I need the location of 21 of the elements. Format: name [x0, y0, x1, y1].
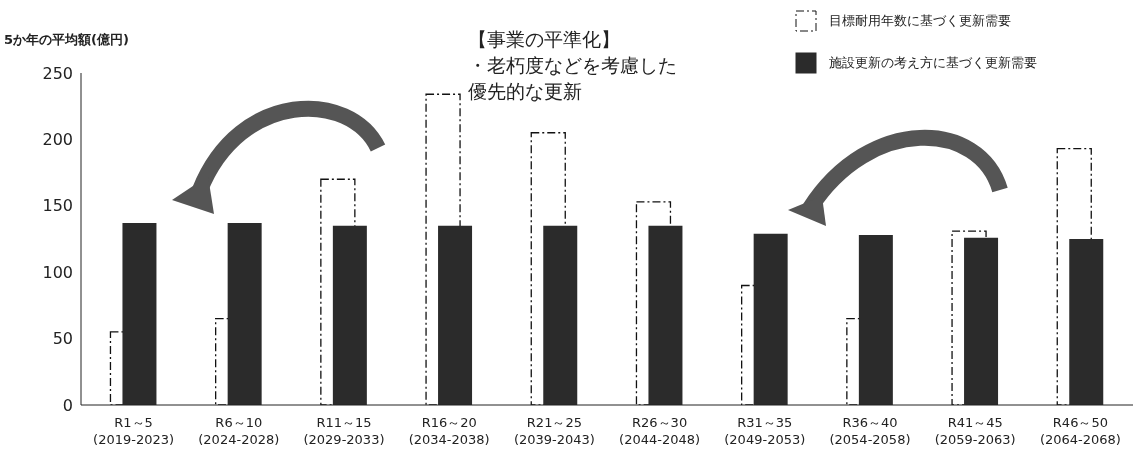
y-axis-title: 5か年の平均額(億円): [4, 31, 129, 49]
legend-label: 目標耐用年数に基づく更新需要: [829, 12, 1011, 30]
x-tick-label: R26～30 (2044-2048): [619, 415, 701, 447]
x-tick-label: R16～20 (2034-2038): [408, 415, 490, 447]
y-tick-label: 250: [42, 63, 73, 83]
x-tick-label: R41～45 (2059-2063): [934, 415, 1016, 447]
x-tick-label: R1～5 (2019-2023): [93, 415, 175, 447]
y-tick-label: 150: [42, 196, 73, 216]
x-tick-label: R31～35 (2049-2053): [724, 415, 806, 447]
x-tick-label: R46～50 (2064-2068): [1039, 415, 1121, 447]
legend-label: 施設更新の考え方に基づく更新需要: [829, 54, 1037, 72]
x-tick-label: R21～25 (2039-2043): [513, 415, 595, 447]
x-tick-label: R6～10 (2024-2028): [198, 415, 280, 447]
x-tick-label: R36～40 (2054-2058): [829, 415, 911, 447]
y-tick-label: 50: [52, 329, 73, 349]
x-tick-label: R11～15 (2029-2033): [303, 415, 385, 447]
y-tick-label: 200: [42, 130, 73, 150]
text: 【事業の平準化】: [468, 27, 621, 52]
y-tick-label: 100: [42, 262, 73, 282]
y-tick-label: 0: [62, 395, 73, 415]
annotation: ・老朽度などを考慮した優先的な更新: [468, 53, 678, 104]
